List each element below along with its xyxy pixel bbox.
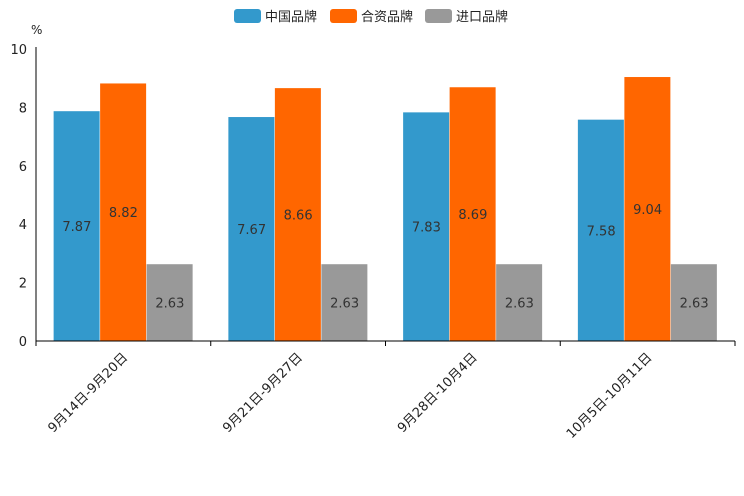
bar-1-3[interactable] xyxy=(403,112,450,341)
data-label-2-1: 8.82 xyxy=(109,206,138,221)
data-label-3-2: 2.63 xyxy=(330,297,359,312)
data-label-1-2: 7.67 xyxy=(237,223,266,238)
legend-label-2[interactable]: 合资品牌 xyxy=(361,9,413,25)
y-axis: 0 2 4 6 8 10 xyxy=(10,43,37,350)
y-axis-unit-label: % xyxy=(31,23,42,37)
bar-3-2[interactable] xyxy=(321,264,368,341)
data-label-3-1: 2.63 xyxy=(155,297,184,312)
y-tick-label: 10 xyxy=(10,43,27,58)
bar-2-2[interactable] xyxy=(274,88,321,342)
data-label-2-2: 8.66 xyxy=(284,209,313,224)
legend: 中国品牌 合资品牌 进口品牌 xyxy=(234,9,508,25)
data-label-3-3: 2.63 xyxy=(505,297,534,312)
bar-1-1[interactable] xyxy=(53,111,100,341)
bar-3-1[interactable] xyxy=(146,264,193,341)
bar-2-3[interactable] xyxy=(449,87,496,341)
data-label-3-4: 2.63 xyxy=(680,297,709,312)
x-axis: 9月14日-9月20日 9月21日-9月27日 9月28日-10月4日 10月5日-1… xyxy=(35,340,736,442)
data-label-2-4: 9.04 xyxy=(633,203,662,218)
data-label-1-3: 7.83 xyxy=(412,221,441,236)
legend-label-3[interactable]: 进口品牌 xyxy=(456,9,508,25)
bar-1-4[interactable] xyxy=(577,119,624,341)
data-label-2-3: 8.69 xyxy=(458,208,487,223)
bar-3-4[interactable] xyxy=(670,264,717,341)
x-category-label: 9月28日-10月4日 xyxy=(395,350,481,436)
legend-swatch-1[interactable] xyxy=(234,9,261,23)
bar-2-4[interactable] xyxy=(624,77,671,342)
data-label-1-4: 7.58 xyxy=(587,224,616,239)
bar-1-2[interactable] xyxy=(228,117,275,341)
x-category-label: 9月21日-9月27日 xyxy=(220,350,306,436)
y-tick-label: 6 xyxy=(19,160,27,175)
y-tick-label: 4 xyxy=(19,218,27,233)
x-category-label: 9月14日-9月20日 xyxy=(45,350,131,436)
x-category-label: 10月5日-10月11日 xyxy=(564,350,656,442)
bars: 7.87 8.82 2.63 7.67 8.66 2.63 7.83 8.69 2.63 7.58… xyxy=(53,77,717,342)
legend-label-1[interactable]: 中国品牌 xyxy=(265,9,317,25)
legend-swatch-2[interactable] xyxy=(330,9,357,23)
y-tick-label: 2 xyxy=(19,277,27,292)
y-tick-label: 8 xyxy=(19,101,27,116)
bar-3-3[interactable] xyxy=(496,264,543,341)
bar-2-1[interactable] xyxy=(100,83,147,342)
data-label-1-1: 7.87 xyxy=(62,220,91,235)
y-tick-label: 0 xyxy=(19,335,27,350)
legend-swatch-3[interactable] xyxy=(425,9,452,23)
